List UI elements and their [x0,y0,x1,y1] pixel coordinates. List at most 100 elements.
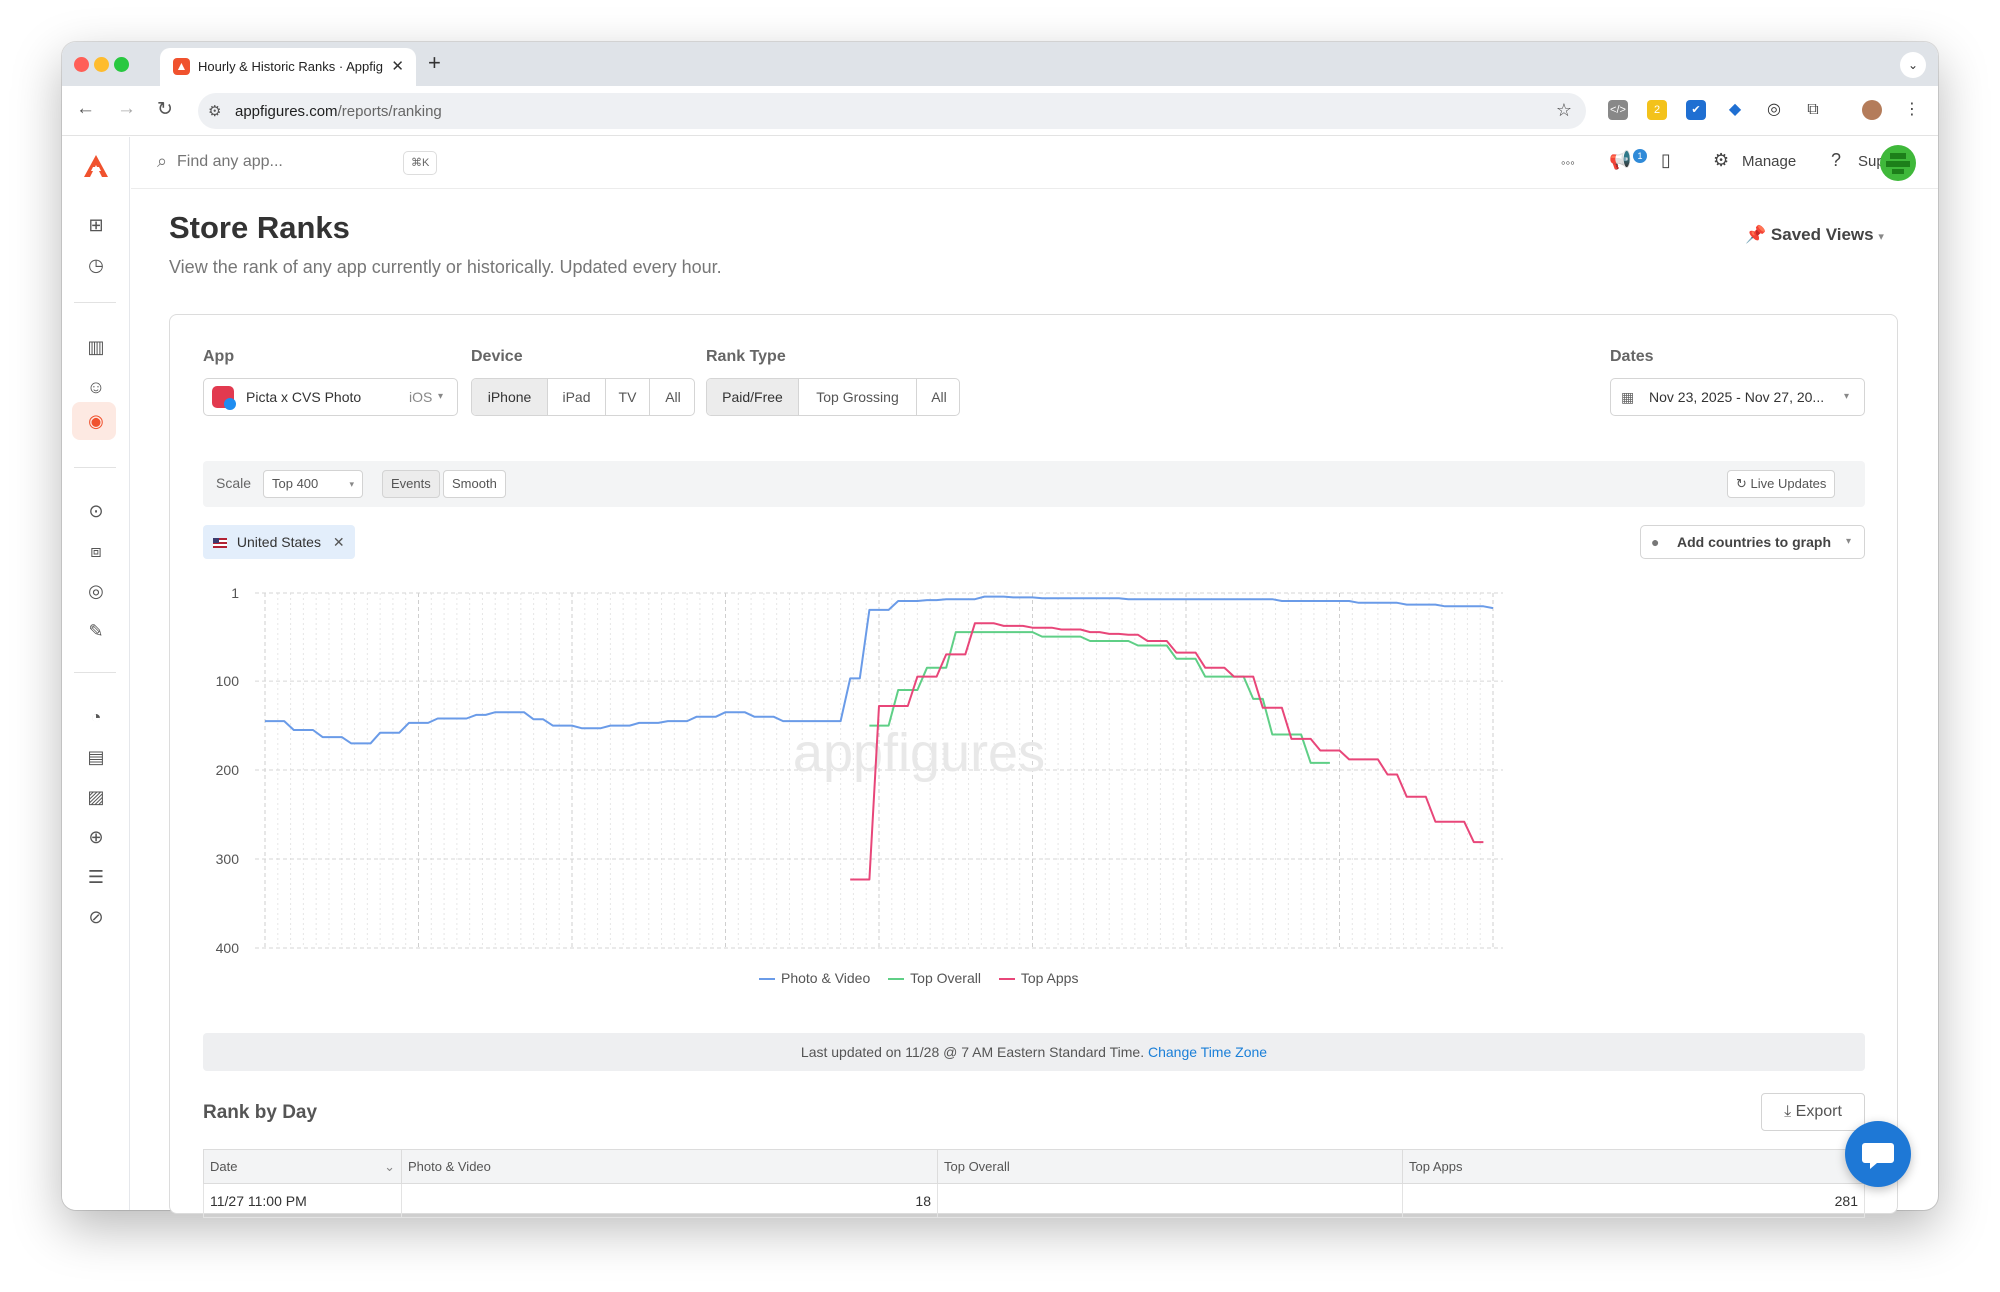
export-button[interactable]: ⤓ Export [1761,1093,1865,1131]
app-label: App [203,348,235,365]
country-name: United States [236,534,321,550]
rank-type-segmented-control: Paid/Free Top Grossing All [706,378,960,416]
bar-chart-icon[interactable]: ▥ [87,337,105,357]
legend-top-apps[interactable]: Top Apps [1020,970,1079,986]
browser-tab[interactable]: ▲ Hourly & Historic Ranks · Appfigures ✕ [160,48,416,86]
url-text: appfigures.com/reports/ranking [235,103,442,120]
legend-swatch-photo-video [759,978,775,981]
gear-icon[interactable]: ⚙ [1713,150,1730,170]
legend-top-overall[interactable]: Top Overall [910,970,981,986]
tag-extension-icon[interactable]: ◆ [1725,100,1745,120]
column-header-photo-video[interactable]: Photo & Video [401,1149,938,1184]
tab-search-chevron-icon[interactable]: ⌄ [1900,52,1926,78]
events-toggle[interactable]: Events [382,470,440,498]
user-star-icon[interactable]: ☺ [86,377,106,397]
notebook-icon[interactable]: ▯ [1661,150,1671,170]
date-range-picker[interactable]: ▦ Nov 23, 2025 - Nov 27, 20... ▾ [1610,378,1865,416]
y-tick-label: 200 [216,762,240,778]
address-toolbar: ← → ↻ ⚙ appfigures.com/reports/ranking ☆… [62,86,1938,136]
app-sidebar: ⊞ ◷ ▥ ☺ ◉ ⊙ ⧈ ◎ ✎ ◔ ▤ ▨ ⊕ ☰ ⊘ [62,137,130,1210]
tools-icon[interactable]: ✎ [88,621,104,641]
add-countries-dropdown[interactable]: ● Add countries to graph ▾ [1640,525,1865,559]
chart-legend: Photo & Video Top Overall Top Apps [745,970,1078,986]
smooth-toggle[interactable]: Smooth [443,470,506,498]
minimize-window-button[interactable] [94,57,109,72]
folder-extension-icon[interactable]: 2 [1647,100,1667,120]
pin-icon: 📌 [1745,225,1767,244]
calendar-icon: ▦ [1621,389,1635,405]
trend-chart-icon[interactable]: ⧈ [90,541,102,561]
more-options-icon[interactable]: ◦◦◦ [1561,155,1575,170]
close-tab-icon[interactable]: ✕ [391,58,404,75]
caret-down-icon: ▾ [438,391,444,402]
devtools-extension-icon[interactable]: </> [1608,100,1628,120]
device-option-iphone[interactable]: iPhone [472,379,548,415]
legend-photo-video[interactable]: Photo & Video [781,970,871,986]
device-option-ipad[interactable]: iPad [548,379,606,415]
rank-type-option-paid-free[interactable]: Paid/Free [707,379,799,415]
profile-avatar[interactable] [1862,100,1882,120]
help-circle-icon[interactable]: ? [1831,150,1842,170]
url-bar[interactable]: ⚙ appfigures.com/reports/ranking ☆ [198,93,1586,129]
browser-menu-icon[interactable]: ⋮ [1902,100,1922,120]
live-updates-button[interactable]: ↻ Live Updates [1727,470,1836,498]
puzzle-extensions-icon[interactable]: ⧉ [1803,100,1823,120]
announcements-megaphone-icon[interactable]: 📢 [1609,150,1632,170]
maximize-window-button[interactable] [114,57,129,72]
series-line-top-overall [869,631,1330,764]
close-window-button[interactable] [74,57,89,72]
column-header-top-overall[interactable]: Top Overall [937,1149,1403,1184]
country-chip-united-states: United States ✕ [203,525,355,559]
remove-country-icon[interactable]: ✕ [332,534,345,550]
user-avatar[interactable] [1880,145,1916,181]
app-selector[interactable]: Picta x CVS Photo iOS ▾ [203,378,458,416]
back-arrow-icon[interactable]: ← [76,98,95,119]
y-tick-label: 300 [216,851,240,867]
avatar-pattern-icon [1886,153,1910,174]
add-countries-label: Add countries to graph [1677,534,1831,550]
forward-arrow-icon[interactable]: → [117,98,136,119]
appfigures-logo-icon[interactable] [82,153,110,179]
eye-rankings-icon[interactable]: ◉ [88,411,104,431]
caret-down-icon: ▾ [1878,231,1884,243]
series-line-top-apps [850,622,1484,881]
sidebar-divider [74,302,116,303]
app-platform: iOS [409,389,433,405]
new-tab-icon[interactable]: + [428,50,441,75]
list-icon[interactable]: ☰ [87,867,105,887]
device-option-all[interactable]: All [665,389,681,405]
site-settings-icon[interactable]: ⚙ [208,103,222,120]
app-store-badge-icon [224,398,236,410]
search-input[interactable] [177,149,367,175]
change-time-zone-link[interactable]: Change Time Zone [1147,1044,1268,1060]
reload-icon[interactable]: ↻ [157,99,173,120]
caret-down-icon: ▾ [349,479,354,489]
target-icon[interactable]: ◎ [88,581,104,601]
column-header-top-apps[interactable]: Top Apps [1402,1149,1865,1184]
column-header-date[interactable]: Date ⌄ [203,1149,402,1184]
search-check-icon[interactable]: ⊙ [88,501,104,521]
chat-support-button[interactable] [1845,1121,1911,1187]
manage-link[interactable]: Manage [1742,153,1797,170]
compass-icon[interactable]: ⊘ [88,907,104,927]
history-clock-icon[interactable]: ◷ [88,255,104,275]
dates-label: Dates [1610,348,1654,365]
rank-type-label: Rank Type [706,348,786,365]
report-chart-icon[interactable]: ▤ [87,747,105,767]
device-option-tv[interactable]: TV [606,379,650,415]
password-extension-icon[interactable]: ◎ [1764,100,1784,120]
image-sparkle-icon[interactable]: ▨ [87,787,105,807]
rank-type-option-top-grossing[interactable]: Top Grossing [799,379,917,415]
rankings-card: App Picta x CVS Photo iOS ▾ Device iPhon… [169,314,1898,1218]
rank-type-option-all[interactable]: All [931,389,947,405]
table-header-row: Date ⌄ Photo & Video Top Overall Top Apps [203,1149,1865,1184]
dashboard-grid-icon[interactable]: ⊞ [88,215,104,235]
gauge-icon[interactable]: ◔ [90,707,102,727]
rank-chart[interactable]: 1 100 200 300 400 appfigures [203,571,1703,991]
scale-dropdown[interactable]: Top 400 ▾ [263,470,363,498]
saved-views-dropdown[interactable]: 📌 Saved Views ▾ [1745,225,1884,245]
shield-extension-icon[interactable]: ✔ [1686,100,1706,120]
globe-icon[interactable]: ⊕ [88,827,104,847]
bookmark-star-icon[interactable]: ☆ [1555,100,1572,120]
rank-by-day-table: Date ⌄ Photo & Video Top Overall Top Apps… [203,1149,1865,1218]
